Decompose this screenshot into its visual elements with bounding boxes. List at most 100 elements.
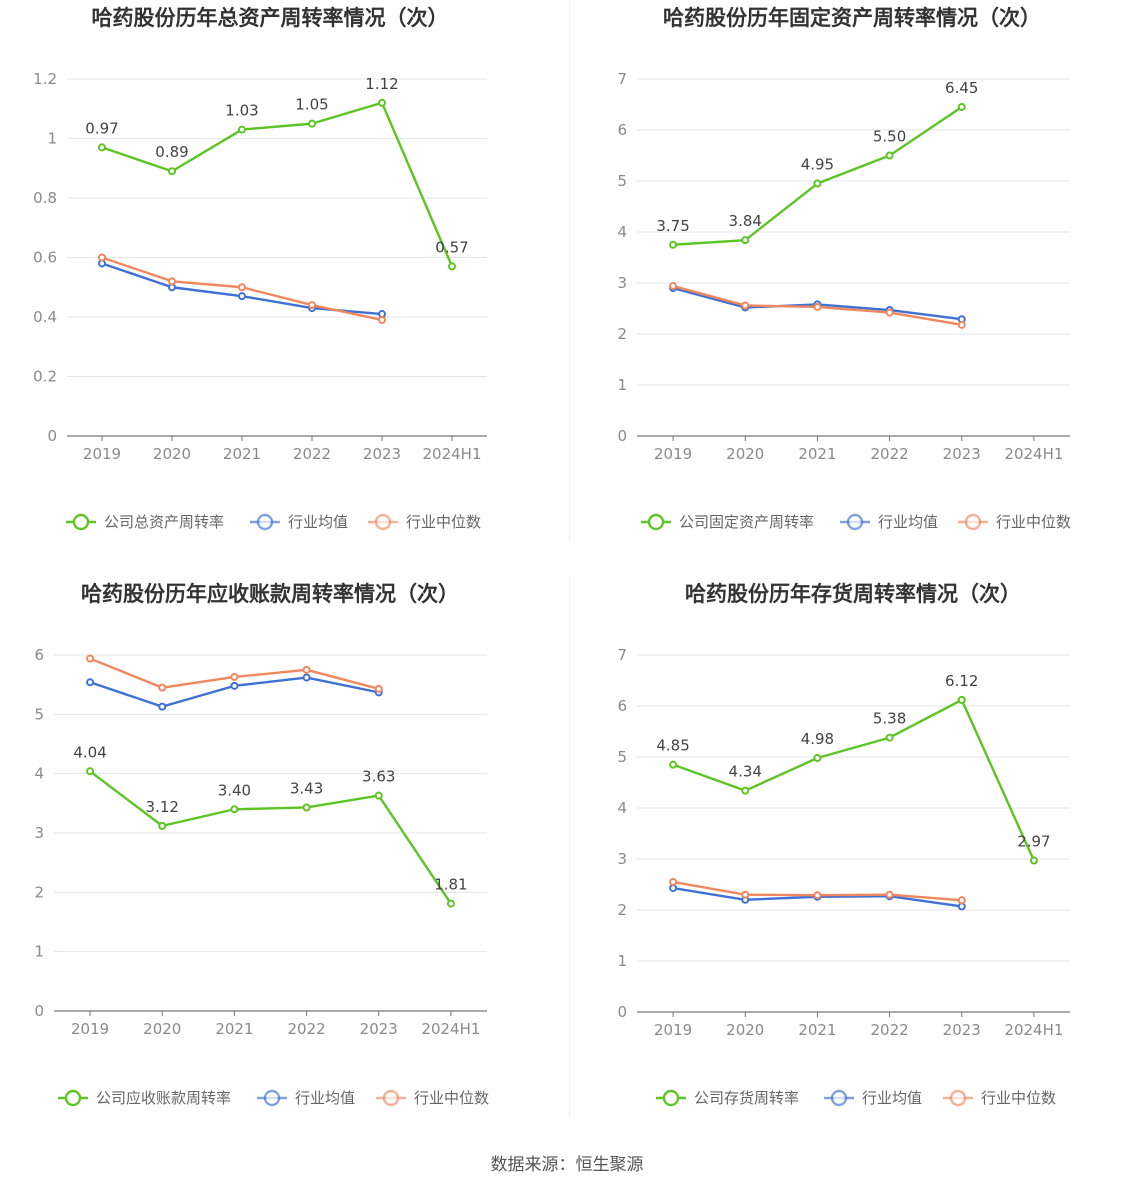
legend-marker-icon xyxy=(949,1089,967,1107)
series-industry-median-point xyxy=(741,301,750,310)
series-industry-median-point xyxy=(957,320,966,329)
series-company-line xyxy=(101,101,454,267)
series-company-point xyxy=(741,786,750,795)
y-tick-label: 4 xyxy=(617,223,627,241)
vertical-divider xyxy=(569,0,570,542)
legend-item[interactable]: 行业中位数 xyxy=(958,513,1071,531)
x-tick-label: 2022 xyxy=(287,1020,325,1038)
data-label: 3.43 xyxy=(290,779,323,797)
legend-item[interactable]: 行业均值 xyxy=(824,1089,922,1107)
series-company-point xyxy=(168,167,176,176)
legend-item[interactable]: 行业均值 xyxy=(257,1089,355,1107)
series-company-line xyxy=(672,698,1036,862)
data-label: 1.81 xyxy=(434,876,467,894)
chart-title: 哈药股份历年固定资产周转率情况（次） xyxy=(663,6,1041,30)
data-label: 1.05 xyxy=(295,96,328,114)
chart-svg: 哈药股份历年总资产周转率情况（次） 0 0.2 0.4 0.6 0.8 1 1.2 2019 20… xyxy=(33,6,487,531)
series-company-line xyxy=(673,106,963,246)
legend-marker-icon xyxy=(256,513,274,531)
series-industry-median-point xyxy=(98,253,106,262)
series-industry-median-point xyxy=(238,283,246,292)
series-industry-average-point xyxy=(957,902,966,911)
legend-label: 公司总资产周转率 xyxy=(104,513,224,531)
y-tick-label: 3 xyxy=(617,850,627,868)
series-company-point xyxy=(669,760,678,769)
series-industry-median-point xyxy=(813,302,822,311)
legend-label: 行业中位数 xyxy=(996,513,1071,531)
chart-inventory-turnover: 哈药股份历年存货周转率情况（次） 0 1 2 3 4 5 6 7 2019 2020 2021 2022… xyxy=(570,576,1134,1136)
legend-label: 行业均值 xyxy=(288,513,348,531)
vertical-divider xyxy=(569,576,570,1118)
y-tick-label: 0 xyxy=(617,1003,627,1021)
legend-item[interactable]: 行业均值 xyxy=(840,513,938,531)
x-tick-label: 2020 xyxy=(726,445,764,463)
series-company-point xyxy=(1029,856,1038,865)
x-tick-label: 2019 xyxy=(71,1020,109,1038)
chart-receivables-turnover: 哈药股份历年应收账款周转率情况（次） 0 1 2 3 4 5 6 2019 2020 2021 202… xyxy=(0,576,569,1136)
y-tick-label: 6 xyxy=(34,646,44,664)
series-industry-median-point xyxy=(957,896,966,905)
series-company-point xyxy=(446,899,455,908)
data-label: 0.97 xyxy=(85,119,118,137)
legend-item[interactable]: 公司固定资产周转率 xyxy=(641,513,814,531)
series-industry-average-point xyxy=(86,678,95,687)
series-industry-median-point xyxy=(308,301,316,310)
y-tick-label: 5 xyxy=(617,748,627,766)
y-tick-label: 0.8 xyxy=(33,189,57,207)
series-industry-median-point xyxy=(302,665,311,674)
legend-item[interactable]: 公司应收账款周转率 xyxy=(58,1089,231,1107)
chart-fixed-asset-turnover: 哈药股份历年固定资产周转率情况（次） 0 1 2 3 4 5 6 7 2019 2020 2021 20… xyxy=(570,0,1134,565)
data-label: 3.63 xyxy=(362,768,395,786)
y-tick-label: 6 xyxy=(617,121,627,139)
chart-svg: 哈药股份历年固定资产周转率情况（次） 0 1 2 3 4 5 6 7 2019 2020 2021 20… xyxy=(617,6,1071,531)
data-label: 3.75 xyxy=(656,217,689,235)
legend-marker-icon xyxy=(72,513,90,531)
legend-item[interactable]: 行业中位数 xyxy=(368,513,481,531)
legend-label: 行业均值 xyxy=(295,1089,355,1107)
series-company-point xyxy=(374,791,383,800)
legend-label: 行业均值 xyxy=(862,1089,922,1107)
x-tick-label: 2021 xyxy=(215,1020,253,1038)
data-label: 3.12 xyxy=(146,798,179,816)
series-company-point xyxy=(957,103,966,112)
series-company-point xyxy=(230,805,239,814)
legend-marker-icon xyxy=(382,1089,400,1107)
legend-item[interactable]: 行业中位数 xyxy=(376,1089,489,1107)
legend-item[interactable]: 公司存货周转率 xyxy=(656,1089,799,1107)
data-source: 数据来源：恒生聚源 xyxy=(490,1155,644,1175)
legend-marker-icon xyxy=(647,513,665,531)
legend-label: 行业中位数 xyxy=(406,513,481,531)
y-tick-label: 1 xyxy=(47,130,57,148)
chart-title: 哈药股份历年存货周转率情况（次） xyxy=(685,582,1021,606)
series-industry-median-point xyxy=(813,891,822,900)
x-tick-label: 2021 xyxy=(798,445,836,463)
chart-svg: 哈药股份历年应收账款周转率情况（次） 0 1 2 3 4 5 6 2019 2020 2021 202… xyxy=(34,582,489,1107)
chart-title: 哈药股份历年总资产周转率情况（次） xyxy=(92,6,449,30)
series-company-point xyxy=(813,754,822,763)
legend-item[interactable]: 公司总资产周转率 xyxy=(66,513,224,531)
x-tick-label: 2024H1 xyxy=(1004,1021,1063,1039)
data-label: 1.12 xyxy=(365,75,398,93)
legend-item[interactable]: 行业中位数 xyxy=(943,1089,1056,1107)
y-tick-label: 0.6 xyxy=(33,249,57,267)
x-tick-label: 2020 xyxy=(726,1021,764,1039)
x-tick-label: 2019 xyxy=(83,445,121,463)
legend-label: 行业中位数 xyxy=(414,1089,489,1107)
data-label: 3.40 xyxy=(218,781,251,799)
legend-item[interactable]: 行业均值 xyxy=(250,513,348,531)
series-company-point xyxy=(885,151,894,160)
data-label: 6.12 xyxy=(945,672,978,690)
y-tick-label: 7 xyxy=(617,646,627,664)
x-tick-label: 2020 xyxy=(143,1020,181,1038)
series-company-point xyxy=(741,236,750,245)
y-tick-label: 5 xyxy=(617,172,627,190)
x-tick-label: 2019 xyxy=(654,445,692,463)
y-tick-label: 2 xyxy=(617,325,627,343)
data-label: 4.34 xyxy=(729,763,762,781)
series-industry-median-point xyxy=(158,683,167,692)
data-label: 3.84 xyxy=(729,212,762,230)
y-tick-label: 1 xyxy=(617,952,627,970)
series-company-point xyxy=(813,179,822,188)
series-company-point xyxy=(669,240,678,249)
chart-total-asset-turnover: 哈药股份历年总资产周转率情况（次） 0 0.2 0.4 0.6 0.8 1 1.2 2019 20… xyxy=(0,0,569,565)
